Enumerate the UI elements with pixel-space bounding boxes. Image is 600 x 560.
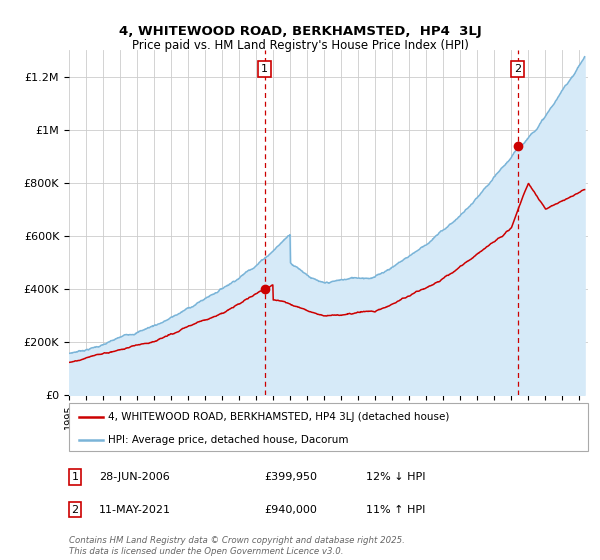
Text: 2: 2 <box>71 505 79 515</box>
Text: Contains HM Land Registry data © Crown copyright and database right 2025.
This d: Contains HM Land Registry data © Crown c… <box>69 536 405 556</box>
Text: 1: 1 <box>261 64 268 74</box>
Text: 28-JUN-2006: 28-JUN-2006 <box>99 472 170 482</box>
Text: 2: 2 <box>514 64 521 74</box>
Text: 4, WHITEWOOD ROAD, BERKHAMSTED, HP4 3LJ (detached house): 4, WHITEWOOD ROAD, BERKHAMSTED, HP4 3LJ … <box>108 412 449 422</box>
Text: £940,000: £940,000 <box>264 505 317 515</box>
Text: 12% ↓ HPI: 12% ↓ HPI <box>366 472 425 482</box>
Text: HPI: Average price, detached house, Dacorum: HPI: Average price, detached house, Daco… <box>108 435 349 445</box>
Text: 11-MAY-2021: 11-MAY-2021 <box>99 505 171 515</box>
FancyBboxPatch shape <box>69 403 588 451</box>
Text: £399,950: £399,950 <box>264 472 317 482</box>
Text: 11% ↑ HPI: 11% ↑ HPI <box>366 505 425 515</box>
Text: Price paid vs. HM Land Registry's House Price Index (HPI): Price paid vs. HM Land Registry's House … <box>131 39 469 52</box>
Text: 4, WHITEWOOD ROAD, BERKHAMSTED,  HP4  3LJ: 4, WHITEWOOD ROAD, BERKHAMSTED, HP4 3LJ <box>119 25 481 38</box>
Text: 1: 1 <box>71 472 79 482</box>
